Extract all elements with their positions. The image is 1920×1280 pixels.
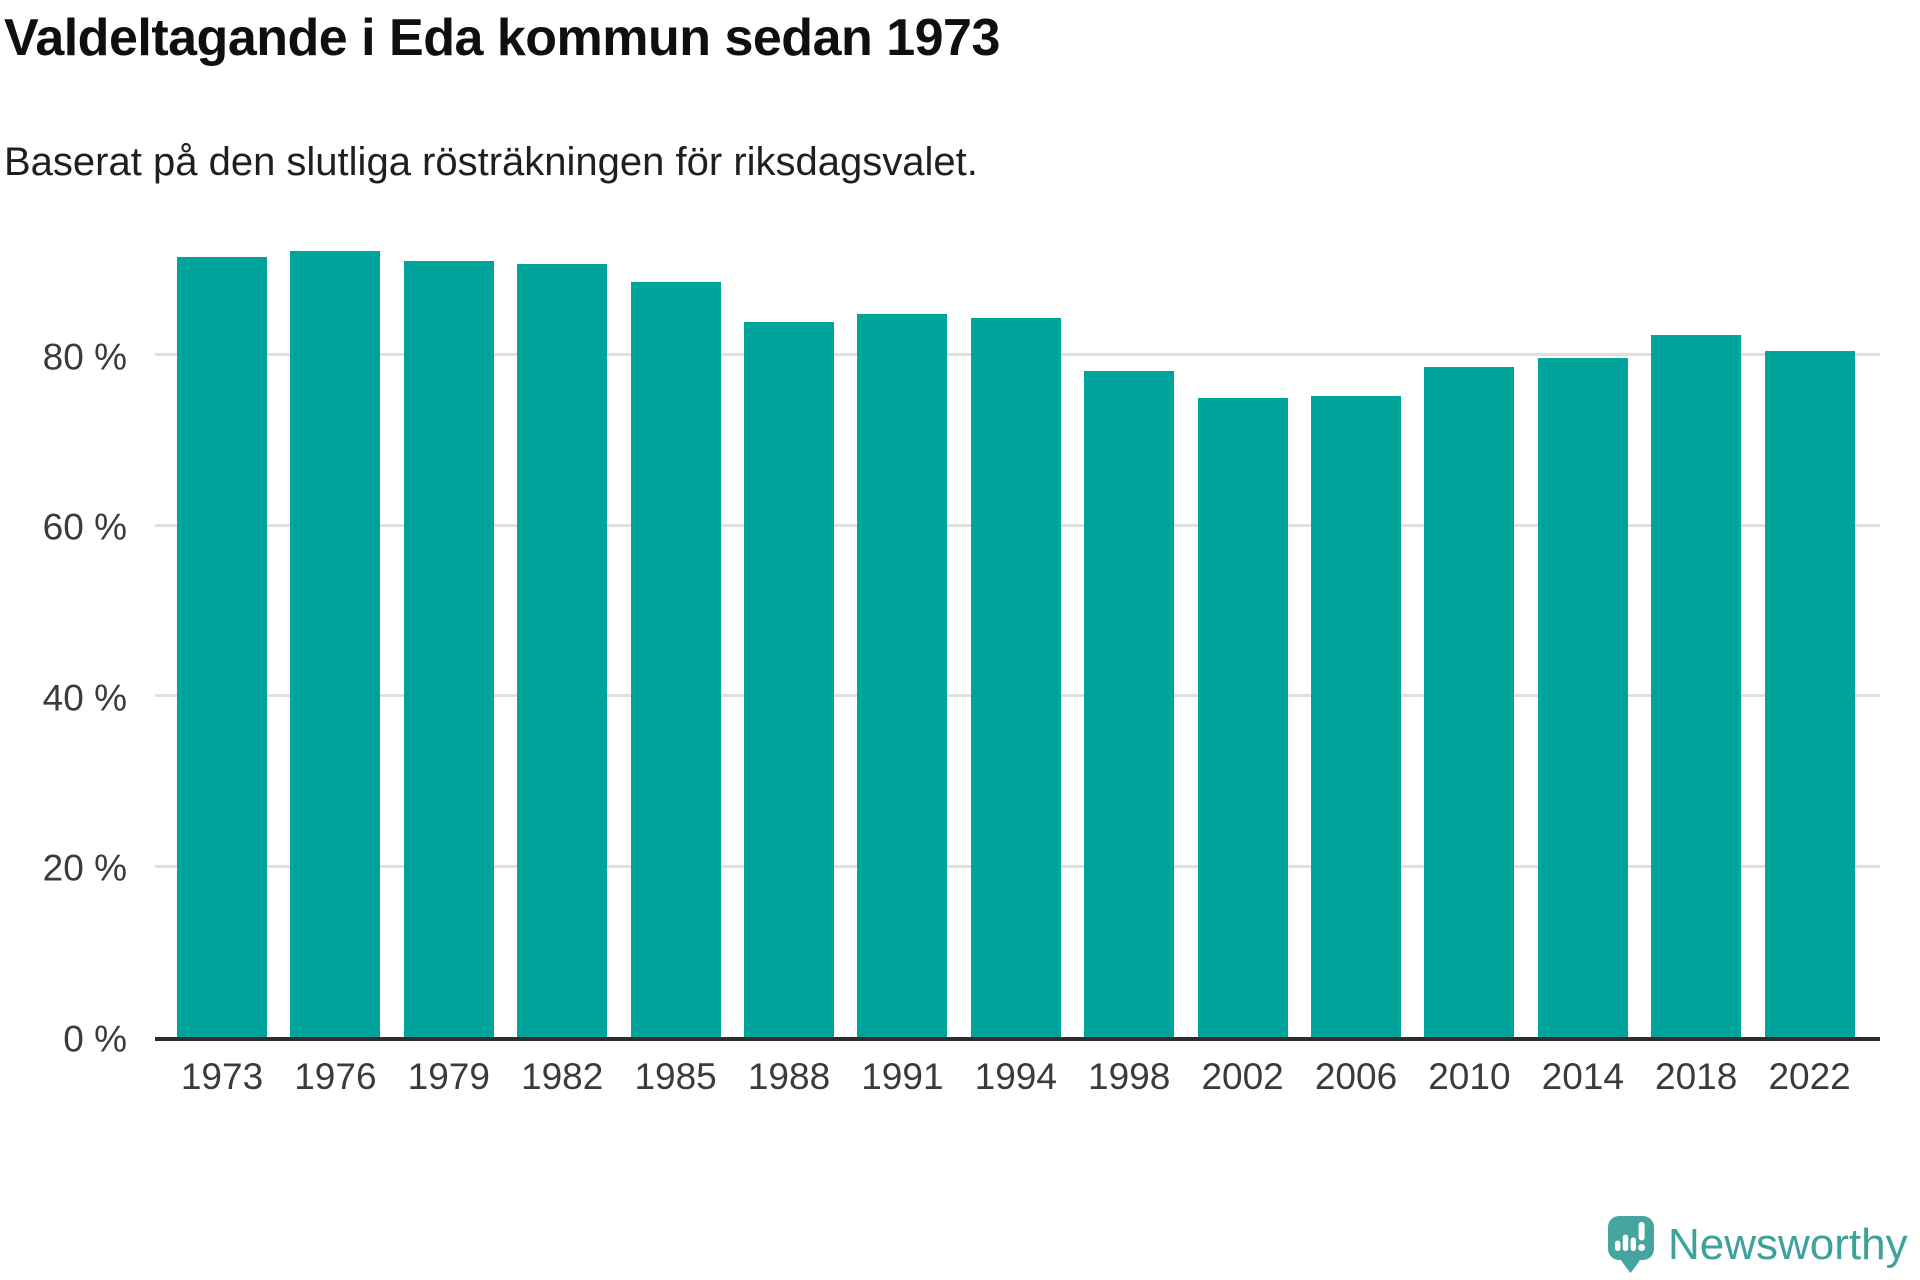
newsworthy-brand: Newsworthy [1608, 1216, 1908, 1274]
logo-exclamation-bar [1638, 1222, 1645, 1241]
bar-2010 [1424, 367, 1515, 1037]
x-tick-label-1988: 1988 [747, 1056, 831, 1097]
logo-bar-2 [1622, 1234, 1629, 1251]
logo-bar-1 [1615, 1240, 1621, 1251]
x-tick-label-1985: 1985 [634, 1056, 717, 1097]
y-tick-label-0: 0 % [63, 1018, 127, 1060]
x-tick-label-2014: 2014 [1541, 1056, 1624, 1097]
bar-2002 [1197, 398, 1288, 1037]
bar-1976 [290, 251, 381, 1037]
plot-area [155, 184, 1880, 1041]
x-tick-label-1982: 1982 [521, 1056, 604, 1097]
logo-bar-3 [1630, 1237, 1636, 1251]
x-tick-label-2002: 2002 [1201, 1056, 1284, 1097]
bar-1991 [857, 313, 948, 1037]
bar-1985 [630, 282, 721, 1037]
chart-subtitle: Baserat på den slutliga rösträkningen fö… [4, 140, 978, 184]
x-tick-label-1991: 1991 [861, 1056, 944, 1097]
bar-2014 [1537, 358, 1628, 1037]
y-tick-label-20: 20 % [42, 847, 127, 889]
bar-1982 [517, 264, 608, 1037]
x-axis-labels: 1973 1976 1979 1982 1985 1988 1991 1994 1998 2002… [155, 1055, 1880, 1105]
x-tick-label-2010: 2010 [1428, 1056, 1511, 1097]
y-tick-label-60: 60 % [42, 506, 127, 548]
bar-1994 [970, 317, 1061, 1037]
x-tick-label-2022: 2022 [1768, 1056, 1851, 1097]
chart-title: Valdeltagande i Eda kommun sedan 1973 [4, 9, 1000, 67]
x-tick-label-1998: 1998 [1088, 1056, 1171, 1097]
x-tick-label-2006: 2006 [1314, 1056, 1398, 1097]
bar-1979 [403, 260, 494, 1037]
logo-exclamation-dot [1638, 1244, 1646, 1251]
bar-2006 [1311, 395, 1401, 1037]
newsworthy-logo-icon [1608, 1216, 1654, 1273]
bar-2022 [1764, 351, 1855, 1037]
bar-1973 [177, 257, 267, 1037]
bar-1988 [744, 322, 834, 1037]
y-axis-labels: 0 % 20 % 40 % 60 % 80 % [0, 184, 127, 1057]
newsworthy-wordmark: Newsworthy [1668, 1220, 1908, 1269]
y-tick-label-80: 80 % [42, 336, 127, 378]
bar-1998 [1084, 370, 1175, 1037]
bar-2018 [1651, 334, 1742, 1037]
x-tick-label-2018: 2018 [1655, 1056, 1738, 1097]
x-tick-label-1973: 1973 [180, 1056, 264, 1097]
x-tick-label-1976: 1976 [294, 1056, 377, 1097]
y-tick-label-40: 40 % [42, 677, 127, 719]
x-tick-label-1979: 1979 [407, 1056, 490, 1097]
x-tick-label-1994: 1994 [974, 1056, 1057, 1097]
